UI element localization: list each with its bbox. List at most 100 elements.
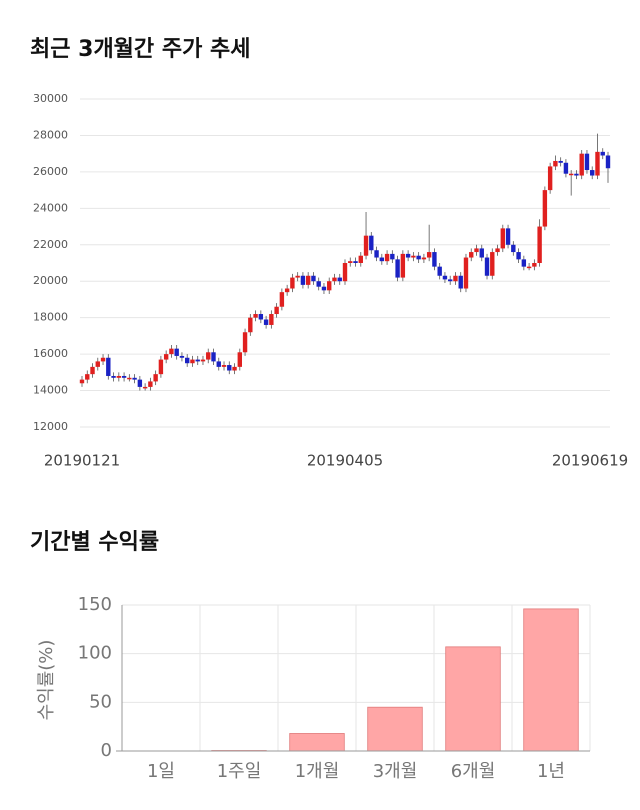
x-tick-label: 1년: [537, 761, 565, 782]
candle-body: [227, 365, 232, 371]
candle-body: [121, 375, 127, 378]
candle-body: [432, 252, 437, 267]
candle-body: [274, 306, 279, 315]
candle-body: [316, 281, 321, 287]
y-tick-label: 26000: [33, 165, 68, 178]
candle-body: [490, 252, 495, 276]
candle-body: [495, 248, 500, 253]
candle-body: [248, 317, 253, 333]
candle-body: [558, 160, 563, 163]
x-tick-label: 20190121: [44, 452, 120, 470]
candle-body: [411, 255, 416, 258]
candle-body: [453, 275, 458, 282]
candle-body: [526, 266, 532, 269]
bar: [367, 706, 423, 752]
candle-body: [327, 281, 332, 291]
x-tick-label: 1일: [147, 761, 175, 782]
candle-body: [605, 155, 611, 169]
y-tick-label: 100: [78, 643, 112, 664]
y-tick-label: 30000: [33, 92, 68, 105]
candle-body: [79, 379, 85, 384]
candle-body: [426, 252, 432, 258]
candle-body: [369, 235, 374, 251]
candle-body: [311, 275, 316, 282]
chart-title: 최근 3개월간 주가 추세: [30, 37, 250, 62]
candle-body: [405, 253, 411, 258]
candle-body: [258, 314, 264, 320]
candle-body: [232, 366, 237, 371]
candle-body: [348, 261, 353, 263]
candle-body: [179, 355, 185, 358]
candle-body: [153, 374, 158, 382]
candle-body: [321, 286, 327, 291]
chart-title: 기간별 수익률: [30, 530, 159, 555]
candle-body: [337, 277, 342, 282]
candle-body: [142, 386, 148, 389]
y-tick-label: 28000: [33, 128, 68, 141]
candle-body: [185, 357, 190, 364]
y-tick-label: 12000: [33, 420, 68, 433]
candle-body: [263, 319, 269, 325]
candle-body: [216, 361, 221, 367]
y-axis-label: 수익률(%): [36, 640, 57, 721]
candle-body: [211, 352, 216, 362]
candle-body: [547, 166, 553, 191]
y-tick-label: 16000: [33, 347, 68, 360]
candle-body: [384, 253, 390, 262]
y-tick-label: 0: [101, 740, 112, 761]
candle-body: [458, 275, 463, 289]
x-tick-label: 1개월: [295, 761, 340, 782]
candle-body: [237, 352, 242, 367]
candle-body: [379, 257, 385, 262]
candle-body: [600, 151, 605, 156]
candle-body: [221, 365, 227, 367]
candle-body: [516, 252, 521, 260]
candle-body: [395, 259, 400, 278]
candle-body: [505, 228, 511, 245]
candle-body: [584, 153, 590, 171]
candle-body: [137, 379, 143, 387]
y-tick-label: 18000: [33, 311, 68, 324]
y-tick-label: 20000: [33, 274, 68, 287]
candle-body: [305, 275, 311, 285]
candle-body: [390, 253, 395, 260]
candle-body: [590, 170, 595, 176]
candle-body: [363, 235, 369, 256]
y-tick-label: 14000: [33, 384, 68, 397]
candle-body: [158, 359, 164, 375]
candle-body: [568, 173, 574, 176]
candle-body: [532, 263, 537, 267]
candle-body: [284, 288, 290, 293]
candle-body: [279, 292, 285, 307]
candle-body: [442, 275, 448, 280]
x-tick-label: 20190405: [307, 452, 383, 470]
bar: [289, 733, 345, 752]
candle-body: [595, 151, 600, 176]
bar: [523, 608, 579, 752]
candle-body: [463, 257, 469, 289]
y-tick-label: 50: [89, 691, 112, 712]
candle-body: [195, 359, 200, 362]
candle-body: [358, 255, 363, 263]
candle-body: [163, 354, 169, 360]
y-tick-label: 22000: [33, 238, 68, 251]
candle-body: [100, 357, 106, 362]
x-tick-label: 1주일: [217, 761, 262, 782]
candle-body: [448, 279, 453, 282]
candle-body: [553, 160, 558, 167]
candle-body: [127, 377, 132, 380]
candle-body: [342, 263, 348, 282]
candle-body: [579, 153, 584, 176]
candle-body: [174, 348, 179, 356]
candle-body: [253, 314, 258, 318]
candle-body: [500, 228, 505, 249]
x-tick-label: 3개월: [373, 761, 418, 782]
candle-body: [437, 266, 442, 276]
candle-body: [200, 359, 206, 362]
candle-body: [479, 248, 484, 258]
y-tick-label: 150: [78, 594, 112, 615]
candle-body: [474, 248, 479, 253]
candle-body: [511, 244, 516, 253]
candle-body: [132, 377, 137, 380]
